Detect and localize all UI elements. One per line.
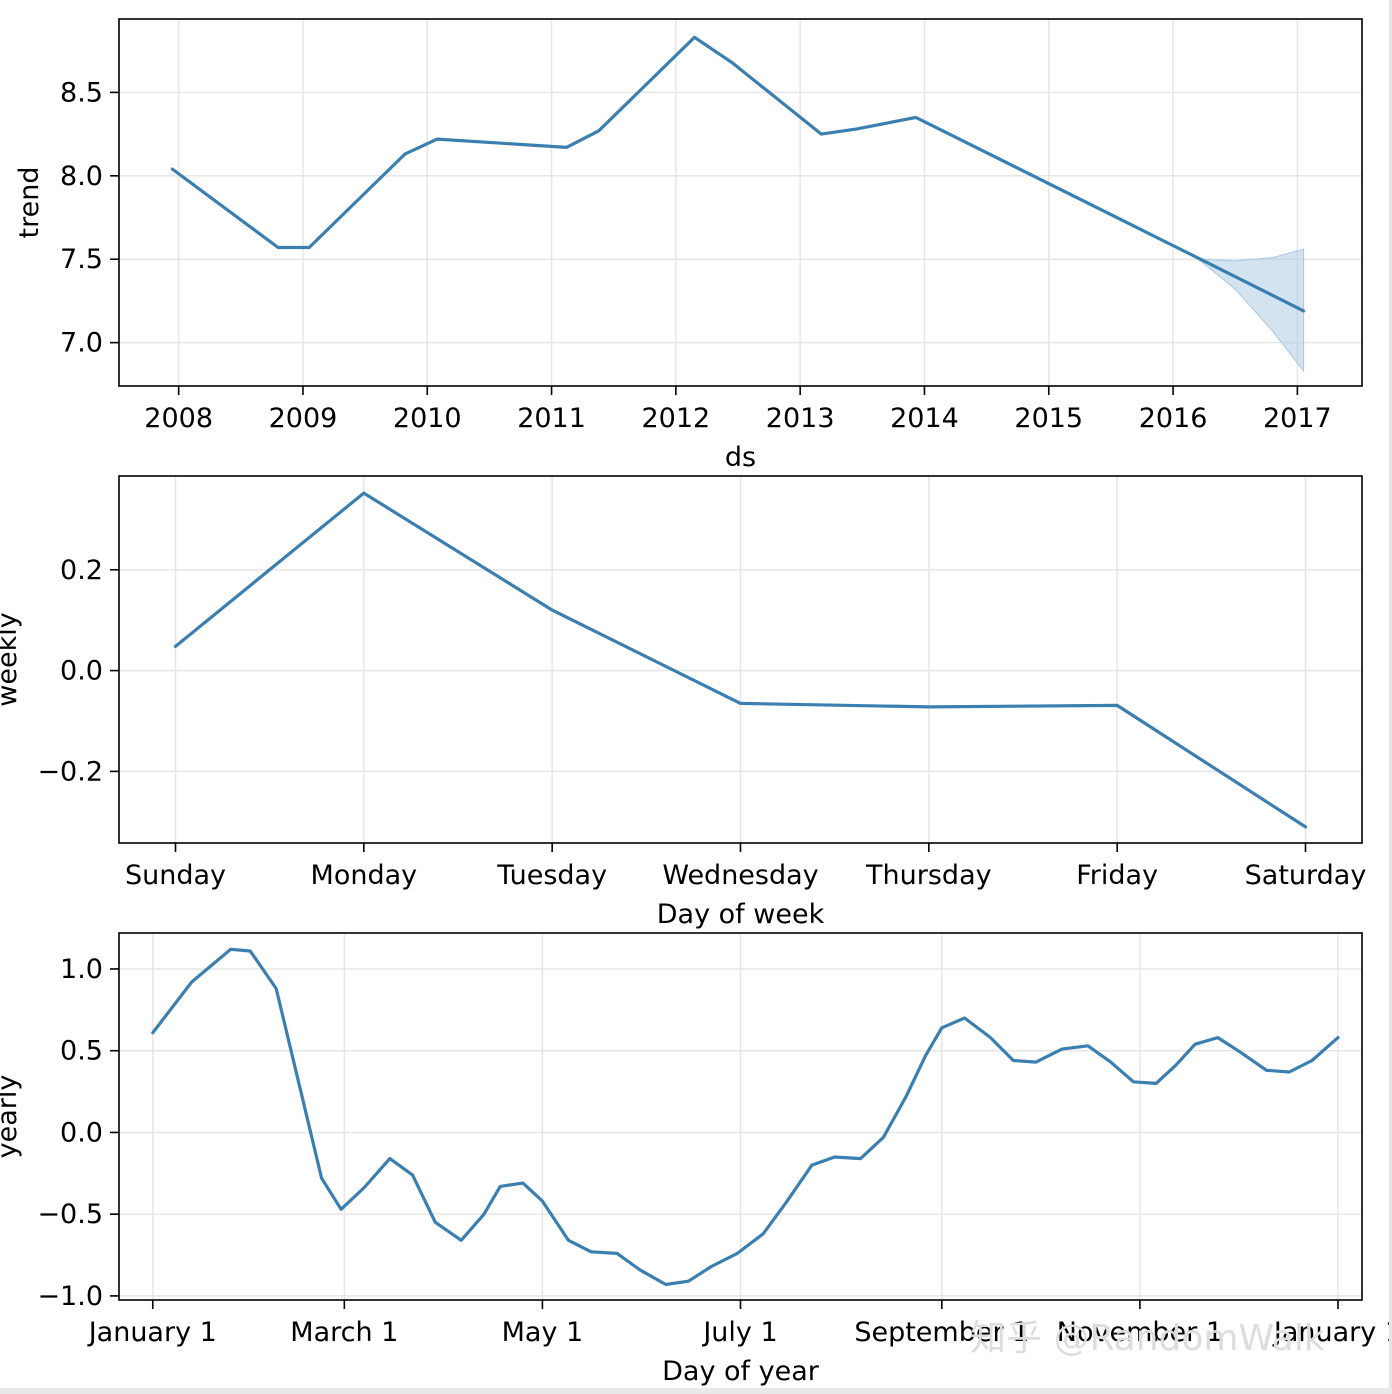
y-axis-label: yearly [0,1075,23,1159]
x-tick-label: Wednesday [662,860,818,891]
x-tick-label: November 1 [1057,1317,1223,1348]
y-tick-label: −0.5 [37,1199,103,1230]
x-tick-label: 2008 [144,403,213,434]
weekly-panel: Sunday Monday Tuesday Wednesday Thursday Frid… [0,475,1367,930]
y-tick-label: 0.2 [60,555,103,586]
right-edge-strip [1389,0,1392,1394]
y-tick-label: 0.5 [60,1036,103,1067]
y-tick-label: 0.0 [60,1117,103,1148]
x-tick-label: Friday [1076,860,1158,891]
y-axis-label: trend [14,167,45,239]
x-tick-label: Sunday [125,860,226,891]
x-tick-label: January 1 [1272,1317,1392,1348]
x-axis-label: Day of week [657,899,825,930]
x-tick-label: 2011 [517,403,586,434]
y-axis-label: weekly [0,612,23,706]
x-tick-label: 2012 [642,403,711,434]
x-tick-label: July 1 [701,1317,777,1348]
x-tick-label: 2015 [1014,403,1083,434]
y-tick-label: 0.0 [60,656,103,687]
trend-panel: 2008 2009 2010 2011 2012 2013 2014 2015 2016 2017… [14,18,1363,473]
yearly-series-line [151,947,1340,1287]
y-tick-label: 7.5 [60,244,103,275]
x-tick-label: Monday [311,860,418,891]
x-tick-label: 2017 [1263,403,1332,434]
x-tick-label: January 1 [87,1317,217,1348]
x-tick-label: 2016 [1139,403,1208,434]
x-tick-label: 2014 [890,403,959,434]
axes-frame [118,18,1363,387]
x-axis-label: Day of year [662,1356,820,1387]
x-tick-label: March 1 [290,1317,398,1348]
x-tick-label: September 1 [854,1317,1029,1348]
y-tick-label: 1.0 [60,954,103,985]
x-axis-label: ds [725,442,756,473]
y-tick-label: −1.0 [37,1281,103,1312]
y-tick-label: 8.5 [60,77,103,108]
y-tick-label: 7.0 [60,328,103,359]
yearly-panel: January 1 March 1 May 1 July 1 September 1 No… [0,932,1392,1387]
watermark: 知乎 @RandomWalk [970,1318,1325,1359]
y-tick-label: 8.0 [60,161,103,192]
x-tick-label: Saturday [1245,860,1367,891]
y-tick-label: −0.2 [37,756,103,787]
x-tick-label: 2013 [766,403,835,434]
uncertainty-band [1199,248,1305,373]
trend-series-line [170,35,1306,313]
weekly-series-line [173,491,1308,829]
x-tick-label: Tuesday [496,860,607,891]
x-tick-label: May 1 [502,1317,584,1348]
x-tick-label: Thursday [865,860,992,891]
bottom-edge-strip [0,1388,1392,1394]
x-tick-label: 2009 [269,403,338,434]
x-tick-label: 2010 [393,403,462,434]
